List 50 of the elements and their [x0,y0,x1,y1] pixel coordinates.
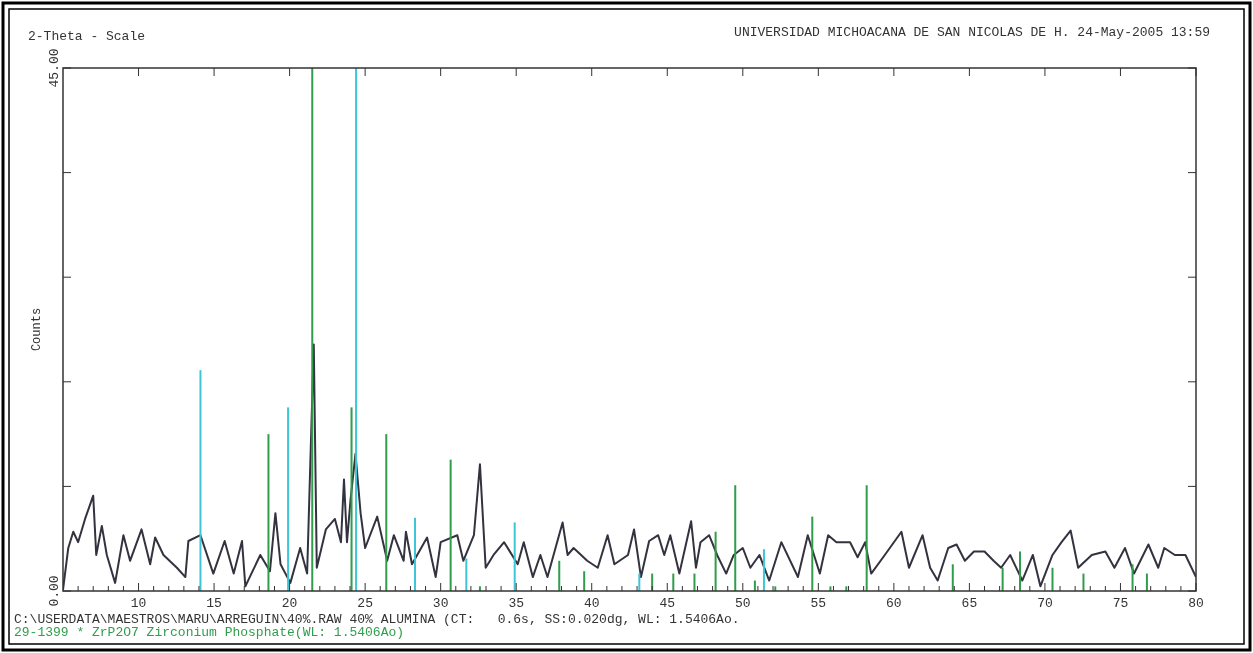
y-tick-label: 45.00 [47,48,62,88]
bar [385,434,388,591]
x-tick-label: 45 [659,596,676,611]
bar [513,522,516,591]
bar [1019,551,1022,591]
bar [413,517,416,591]
chart-title: UNIVERSIDAD MICHOACANA DE SAN NICOLAS DE H. 24-May-2005 13:59 [734,25,1210,40]
y-axis-title: Counts [30,307,44,352]
x-tick-label: 40 [583,596,600,611]
bar [1131,564,1134,591]
x-tick-label: 20 [281,596,298,611]
bar [1001,567,1004,591]
x-tick-label: 70 [1037,596,1053,611]
bar [199,370,202,591]
x-tick-label: 15 [206,596,222,611]
bar [734,485,737,591]
bar [583,571,586,591]
bar [287,407,290,591]
bar [449,459,452,591]
bar [1145,573,1148,591]
bar [1082,573,1085,591]
text: C:\USERDATA\MAESTROS\MARU\ARREGUIN\40%.RAW 40% ALUMINA (CT: 0.6s, SS:0.020dg, WL: 1.5406Ao. [14,612,740,627]
x-tick-label: 35 [508,596,524,611]
bar [267,434,270,591]
x-tick-label: 50 [735,596,751,611]
bar [311,68,314,591]
x-tick-label: 25 [357,596,373,611]
x-tick-label: 30 [432,596,449,611]
bar [865,485,868,591]
bar [714,531,717,591]
x-tick-label: 80 [1188,596,1204,611]
bar [693,573,696,591]
x-axis-title: 2-Theta - Scale [28,29,146,44]
text: 29-1399 * ZrP2O7 Zirconium Phosphate(WL: 1.5406Ao) [14,625,405,640]
bar [465,558,468,591]
bar [811,516,814,591]
x-tick-label: 55 [810,596,827,611]
y-tick-label: 0.00 [47,575,62,607]
bar [1051,567,1054,591]
bar [951,564,954,591]
x-tick-label: 10 [130,596,147,611]
bar [558,560,561,591]
bar [638,573,641,591]
bar [762,549,765,591]
bar [350,407,353,591]
x-tick-label: 75 [1112,596,1129,611]
x-tick-label: 60 [886,596,902,611]
x-tick-label: 65 [961,596,978,611]
bar [672,573,675,591]
bar [355,68,358,591]
